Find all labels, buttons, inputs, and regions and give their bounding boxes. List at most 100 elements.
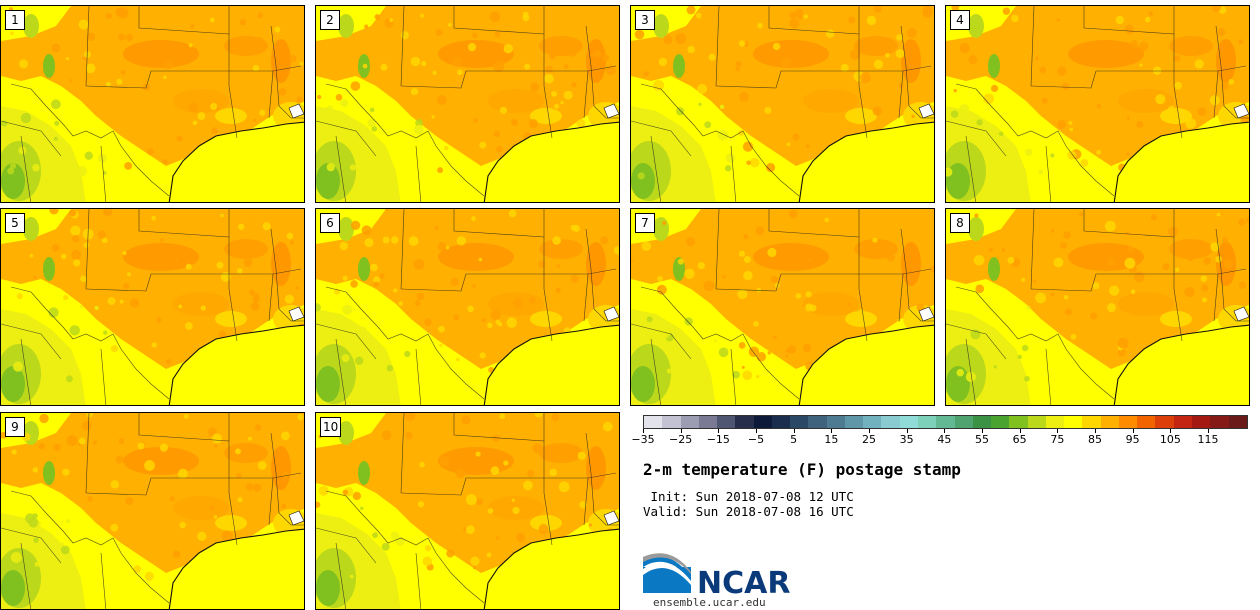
colorbar-tick [756, 429, 757, 433]
colorbar-segment [917, 416, 937, 428]
colorbar-tick [1132, 429, 1134, 433]
forecast-panel: 3 [630, 5, 935, 203]
colorbar-segment [717, 416, 736, 428]
temperature-map [1, 209, 304, 405]
colorbar-segment [1137, 416, 1156, 428]
panel-number: 5 [5, 213, 25, 233]
colorbar-segment [1045, 416, 1065, 428]
colorbar-segment [1118, 416, 1138, 428]
colorbar-tick [1208, 429, 1209, 433]
colorbar-tick [831, 429, 833, 433]
panel-number: 3 [635, 10, 655, 30]
colorbar-segment [844, 416, 864, 428]
colorbar-segment [771, 416, 791, 428]
colorbar-segment [826, 416, 845, 428]
colorbar-tick [793, 429, 795, 433]
colorbar-tick [982, 429, 983, 433]
colorbar-ticks: −35 −25 −15 −5 5 15 25 35 45 55 65 75 85 95 105 115 [631, 429, 1248, 449]
colorbar-tick-label: −25 [669, 433, 693, 446]
colorbar-segment [808, 416, 827, 428]
temperature-map [316, 209, 619, 405]
colorbar-tick [906, 429, 908, 433]
colorbar-tick-label: −35 [631, 433, 655, 446]
panel-number: 6 [320, 213, 340, 233]
colorbar-segment [1100, 416, 1119, 428]
forecast-panel: 1 [0, 5, 305, 203]
colorbar-segment [1210, 416, 1229, 428]
forecast-panel: 9 [0, 412, 305, 610]
colorbar-segment [1173, 416, 1192, 428]
forecast-panel: 7 [630, 208, 935, 406]
colorbar-segment [1027, 416, 1046, 428]
colorbar-tick [643, 429, 644, 433]
colorbar-tick [1095, 429, 1096, 433]
colorbar-segment [790, 416, 809, 428]
colorbar-tick-label: 85 [1088, 433, 1102, 446]
colorbar-segment [1064, 416, 1083, 428]
temperature-colorbar [643, 415, 1248, 429]
colorbar-tick-label: −5 [747, 433, 765, 446]
colorbar-segment [680, 416, 699, 428]
forecast-panel: 4 [945, 5, 1250, 203]
colorbar-tick [1019, 429, 1021, 433]
colorbar-tick-label: 105 [1159, 433, 1181, 446]
colorbar-segment [1228, 416, 1247, 428]
colorbar-segment [662, 416, 681, 428]
temperature-map [946, 6, 1249, 202]
temperature-map [946, 209, 1249, 405]
forecast-panel: 2 [315, 5, 620, 203]
panel-number: 2 [320, 10, 340, 30]
colorbar-tick-label: 45 [937, 433, 952, 446]
panel-number: 7 [635, 213, 655, 233]
panel-number: 8 [950, 213, 970, 233]
colorbar-tick-label: 95 [1125, 433, 1140, 446]
colorbar-tick-label: 65 [1012, 433, 1027, 446]
colorbar-tick-label: 35 [899, 433, 914, 446]
temperature-map [1, 413, 304, 609]
colorbar-segment [899, 416, 918, 428]
colorbar-segment [991, 416, 1010, 428]
colorbar-tick [1057, 429, 1059, 433]
colorbar-segment [954, 416, 973, 428]
colorbar-segment [972, 416, 992, 428]
forecast-panel: 6 [315, 208, 620, 406]
colorbar-segment [1191, 416, 1211, 428]
colorbar-tick-label: 55 [975, 433, 989, 446]
colorbar-segment [1082, 416, 1101, 428]
colorbar-tick-label: 115 [1197, 433, 1219, 446]
colorbar-tick-label: 5 [790, 433, 798, 446]
colorbar-tick-label: 75 [1050, 433, 1065, 446]
forecast-panel: 10 [315, 412, 620, 610]
panel-number: 1 [5, 10, 25, 30]
figure-title: 2-m temperature (F) postage stamp [643, 460, 961, 479]
logo-url: ensemble.ucar.edu [653, 596, 766, 609]
colorbar-tick [680, 429, 682, 433]
colorbar-segment [881, 416, 900, 428]
ncar-logo: NCAR [643, 553, 793, 601]
ncar-logo-text: NCAR [697, 566, 790, 598]
valid-time: Valid: Sun 2018-07-08 16 UTC [643, 504, 854, 519]
colorbar-tick [944, 429, 946, 433]
colorbar-segment [936, 416, 955, 428]
colorbar-segment [863, 416, 882, 428]
colorbar-segment [753, 416, 772, 428]
panel-number: 10 [320, 417, 342, 437]
temperature-map [316, 6, 619, 202]
panel-number: 4 [950, 10, 970, 30]
colorbar-segment [1009, 416, 1028, 428]
colorbar-tick-label: 15 [824, 433, 839, 446]
temperature-map [631, 6, 934, 202]
temperature-map [316, 413, 619, 609]
colorbar-tick [1170, 429, 1172, 433]
colorbar-tick [869, 429, 870, 433]
colorbar-segment [1155, 416, 1174, 428]
panel-number: 9 [5, 417, 25, 437]
colorbar-tick [718, 429, 720, 433]
forecast-panel: 5 [0, 208, 305, 406]
temperature-map [631, 209, 934, 405]
colorbar-segment [698, 416, 718, 428]
temperature-map [1, 6, 304, 202]
forecast-panel: 8 [945, 208, 1250, 406]
colorbar-tick-label: −15 [706, 433, 730, 446]
colorbar-segment [735, 416, 754, 428]
